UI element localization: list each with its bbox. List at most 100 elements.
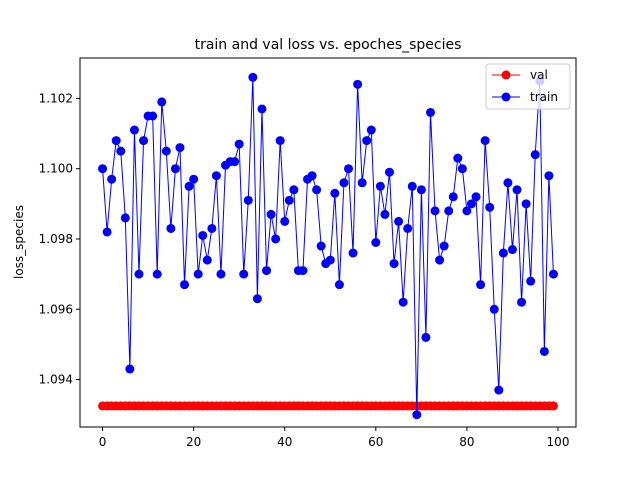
series-train-point bbox=[129, 125, 139, 135]
series-train-point bbox=[366, 125, 376, 135]
legend: val train bbox=[485, 63, 571, 110]
x-tick-label: 100 bbox=[547, 435, 570, 449]
series-train-point bbox=[198, 230, 208, 240]
series-train-point bbox=[344, 164, 353, 174]
legend-val-label: val bbox=[530, 68, 548, 82]
series-train-point bbox=[102, 227, 112, 237]
series-train-point bbox=[193, 269, 203, 279]
series-train-point bbox=[498, 248, 508, 258]
series-train-point bbox=[435, 255, 445, 265]
x-tick-label: 80 bbox=[459, 435, 474, 449]
series-train-point bbox=[466, 199, 476, 209]
series-train-point bbox=[539, 346, 549, 356]
series-train-point bbox=[216, 269, 226, 279]
series-train-point bbox=[375, 181, 385, 191]
series-train-point bbox=[485, 202, 495, 212]
series-train-point bbox=[494, 385, 504, 395]
x-axis-ticks: 0 20 40 60 80 100 bbox=[99, 427, 570, 449]
series-train-point bbox=[362, 136, 372, 146]
series-train-point bbox=[453, 153, 463, 163]
series-train-point bbox=[312, 185, 322, 195]
series-train-point bbox=[394, 216, 404, 226]
series-train-point bbox=[271, 234, 281, 244]
series-train-point bbox=[371, 238, 381, 247]
series-train-point bbox=[526, 276, 536, 286]
legend-train-label: train bbox=[530, 90, 558, 104]
series-train-point bbox=[530, 150, 540, 160]
series-train-point bbox=[389, 259, 399, 269]
series-train-point bbox=[211, 171, 221, 181]
series-train-point bbox=[275, 136, 285, 146]
series-train-point bbox=[134, 269, 144, 279]
legend-val-marker bbox=[501, 70, 511, 80]
series-train-point bbox=[157, 97, 167, 107]
series-train-point bbox=[398, 297, 408, 307]
series-train-point bbox=[462, 206, 472, 216]
series-train-point bbox=[325, 255, 335, 265]
series-train-point bbox=[357, 178, 367, 188]
series-train-point bbox=[412, 410, 422, 420]
series-train-point bbox=[512, 185, 522, 195]
series-train-point bbox=[471, 192, 481, 202]
series-val-point bbox=[548, 401, 558, 411]
series-train-point bbox=[334, 280, 344, 290]
x-tick-label: 60 bbox=[368, 435, 383, 449]
plot-series bbox=[98, 72, 558, 420]
series-train-point bbox=[184, 181, 194, 191]
series-train-point bbox=[476, 280, 486, 290]
y-tick-label: 1.100 bbox=[39, 162, 73, 176]
y-tick-label: 1.096 bbox=[39, 302, 73, 316]
series-train-point bbox=[120, 213, 130, 223]
series-train-point bbox=[307, 171, 317, 181]
series-train-point bbox=[444, 206, 454, 216]
series-train-point bbox=[170, 164, 180, 174]
series-train-point bbox=[480, 136, 490, 146]
series-train-point bbox=[439, 241, 449, 251]
series-train-point bbox=[262, 266, 272, 276]
y-tick-label: 1.094 bbox=[39, 373, 73, 387]
series-train-point bbox=[284, 195, 294, 205]
series-train-point bbox=[234, 139, 244, 149]
series-train-point bbox=[289, 185, 299, 195]
series-train-point bbox=[148, 111, 158, 121]
series-train-point bbox=[243, 195, 253, 205]
series-train-point bbox=[248, 72, 258, 82]
series-train-point bbox=[230, 157, 240, 167]
series-train-point bbox=[507, 245, 517, 255]
series-train-point bbox=[166, 223, 176, 233]
series-train-point bbox=[116, 146, 126, 156]
series-train-point bbox=[544, 171, 554, 181]
series-train-point bbox=[421, 332, 431, 342]
series-train-point bbox=[152, 269, 162, 279]
series-train-point bbox=[180, 280, 190, 290]
series-train-point bbox=[252, 294, 262, 304]
series-train-point bbox=[257, 104, 267, 114]
series-train-point bbox=[207, 223, 217, 233]
x-tick-label: 40 bbox=[277, 435, 292, 449]
series-train-point bbox=[111, 136, 121, 146]
y-axis-label: loss_species bbox=[12, 205, 26, 279]
series-train-point bbox=[521, 199, 531, 209]
axes-frame bbox=[79, 57, 577, 428]
series-train-point bbox=[403, 223, 413, 233]
series-train-point bbox=[107, 174, 117, 184]
y-tick-label: 1.102 bbox=[39, 91, 73, 105]
series-train-point bbox=[548, 269, 558, 279]
chart-title: train and val loss vs. epoches_species bbox=[195, 37, 462, 53]
series-train-point bbox=[425, 107, 435, 117]
series-train-point bbox=[348, 248, 358, 258]
series-train-point bbox=[430, 206, 440, 216]
series-train-point bbox=[125, 364, 135, 374]
series-train-point bbox=[457, 164, 467, 174]
series-train-point bbox=[98, 164, 108, 174]
series-train-point bbox=[330, 188, 340, 198]
series-train-point bbox=[489, 304, 499, 314]
series-train-point bbox=[298, 266, 308, 276]
x-tick-label: 20 bbox=[186, 435, 201, 449]
series-train-point bbox=[353, 79, 363, 89]
series-train-point bbox=[239, 269, 249, 279]
legend-train-marker bbox=[501, 92, 511, 102]
y-tick-label: 1.098 bbox=[39, 232, 73, 246]
series-train-point bbox=[407, 181, 417, 191]
series-train-point bbox=[503, 178, 513, 188]
